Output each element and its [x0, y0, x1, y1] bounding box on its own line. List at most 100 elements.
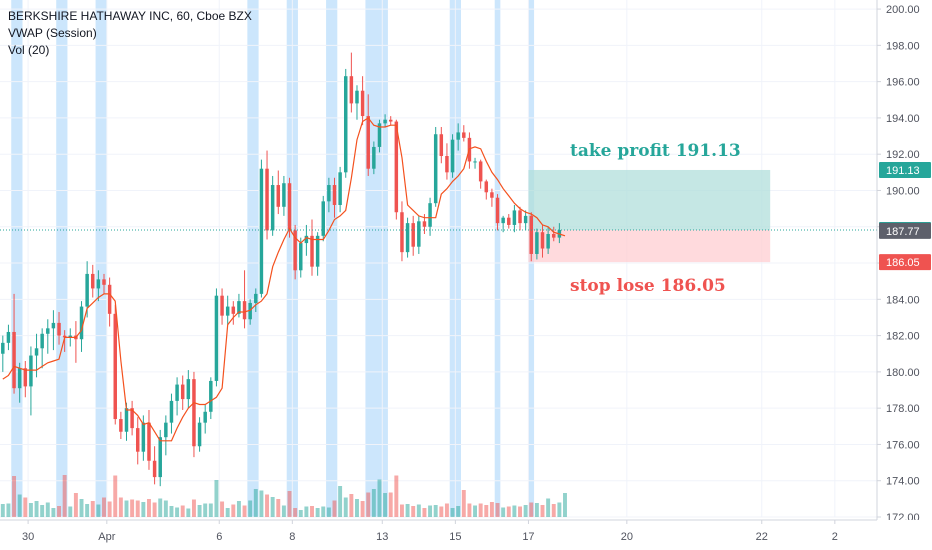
candle[interactable]	[214, 288, 219, 387]
price-axis-tag[interactable]: 191.13	[879, 161, 931, 178]
candle[interactable]	[518, 206, 522, 231]
candle[interactable]	[51, 310, 56, 351]
candle-body[interactable]	[79, 306, 84, 340]
candle-body[interactable]	[282, 183, 286, 207]
candle-body[interactable]	[383, 119, 387, 124]
candle-body[interactable]	[310, 235, 314, 267]
candle-body[interactable]	[180, 384, 185, 400]
candle[interactable]	[462, 125, 466, 142]
candle[interactable]	[209, 377, 213, 420]
candle[interactable]	[546, 226, 550, 254]
candle-body[interactable]	[315, 235, 320, 267]
candle[interactable]	[405, 217, 410, 258]
candle[interactable]	[411, 215, 415, 256]
candle[interactable]	[433, 126, 438, 207]
candle[interactable]	[445, 143, 449, 180]
candle[interactable]	[152, 446, 157, 485]
candle-body[interactable]	[197, 422, 202, 447]
legend-symbol[interactable]: BERKSHIRE HATHAWAY INC, 60, Cboe BZX	[8, 9, 252, 23]
candle[interactable]	[91, 264, 95, 298]
candle-body[interactable]	[372, 146, 376, 169]
candle[interactable]	[417, 215, 421, 254]
candle-body[interactable]	[6, 331, 11, 343]
candle-body[interactable]	[366, 116, 370, 169]
candle-body[interactable]	[456, 132, 460, 140]
candle[interactable]	[507, 214, 511, 229]
candle[interactable]	[147, 409, 151, 470]
candle[interactable]	[400, 201, 404, 262]
candle-body[interactable]	[12, 331, 16, 389]
candle[interactable]	[96, 270, 101, 302]
candle-body[interactable]	[360, 90, 365, 117]
candle-body[interactable]	[478, 161, 483, 182]
candle-body[interactable]	[523, 215, 528, 224]
candle-body[interactable]	[164, 422, 168, 438]
candle-body[interactable]	[237, 301, 241, 314]
candle-body[interactable]	[433, 134, 438, 204]
candle-body[interactable]	[203, 411, 207, 423]
candle[interactable]	[23, 360, 28, 398]
candle-body[interactable]	[169, 400, 174, 423]
candle[interactable]	[62, 330, 67, 352]
candle[interactable]	[158, 429, 162, 487]
candle[interactable]	[265, 150, 269, 240]
price-axis-tag[interactable]: 187.77	[879, 222, 931, 239]
candle[interactable]	[315, 232, 320, 276]
candle-body[interactable]	[265, 168, 269, 231]
stop-loss-zone[interactable]	[528, 230, 771, 263]
candle-body[interactable]	[462, 132, 466, 138]
candle[interactable]	[29, 346, 33, 416]
candle-body[interactable]	[490, 192, 494, 198]
candle-body[interactable]	[124, 408, 129, 432]
candle-body[interactable]	[231, 306, 236, 314]
candle[interactable]	[428, 197, 432, 236]
candle-body[interactable]	[57, 322, 61, 336]
candle[interactable]	[6, 324, 11, 351]
candle[interactable]	[293, 224, 297, 280]
candle-body[interactable]	[422, 221, 427, 227]
candle[interactable]	[523, 210, 528, 231]
candle-body[interactable]	[259, 168, 264, 294]
candle[interactable]	[130, 400, 134, 436]
candle[interactable]	[237, 293, 241, 318]
candle[interactable]	[529, 212, 534, 262]
candle[interactable]	[473, 157, 477, 169]
candle-body[interactable]	[214, 295, 219, 381]
candle-body[interactable]	[91, 273, 95, 289]
candle[interactable]	[310, 219, 314, 276]
candle[interactable]	[360, 76, 365, 126]
candle-body[interactable]	[23, 368, 28, 387]
candle[interactable]	[366, 94, 370, 176]
price-axis-tag[interactable]: 186.05	[879, 254, 931, 271]
candle[interactable]	[203, 404, 207, 434]
candle-body[interactable]	[220, 295, 224, 316]
candle-body[interactable]	[96, 279, 101, 289]
candle[interactable]	[225, 295, 230, 325]
candle-body[interactable]	[343, 76, 348, 173]
candle-body[interactable]	[512, 210, 517, 225]
candle-body[interactable]	[135, 428, 140, 452]
candle-body[interactable]	[552, 234, 556, 238]
candle[interactable]	[220, 288, 224, 325]
candle[interactable]	[501, 215, 505, 233]
candle-body[interactable]	[388, 119, 393, 122]
candle-body[interactable]	[254, 293, 258, 303]
price-axis[interactable]: 172.00174.00176.00178.00180.00182.00184.…	[876, 0, 932, 550]
candle-body[interactable]	[40, 333, 44, 349]
candle[interactable]	[484, 179, 489, 200]
legend-vwap[interactable]: VWAP (Session)	[8, 26, 97, 40]
candle[interactable]	[450, 134, 455, 178]
candle[interactable]	[17, 362, 22, 403]
candle[interactable]	[439, 126, 444, 164]
candle[interactable]	[46, 319, 50, 354]
candle[interactable]	[456, 123, 460, 151]
candle[interactable]	[169, 393, 174, 434]
candle[interactable]	[197, 417, 202, 452]
candle[interactable]	[535, 228, 539, 260]
candle-body[interactable]	[304, 235, 309, 244]
candle-body[interactable]	[546, 234, 550, 249]
candle-body[interactable]	[439, 134, 444, 157]
candle[interactable]	[349, 52, 354, 113]
candle[interactable]	[175, 377, 179, 416]
candle-body[interactable]	[62, 335, 67, 338]
